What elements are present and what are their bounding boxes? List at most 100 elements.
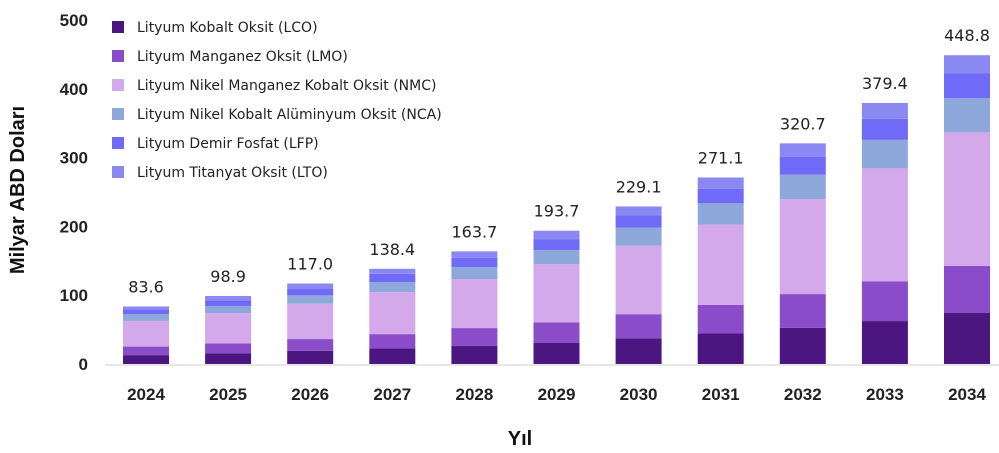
bar-segment [451, 267, 498, 280]
bar-segment [944, 312, 990, 364]
bar-segment [287, 288, 334, 296]
bar-segment [533, 250, 580, 265]
y-tick-label: 400 [60, 80, 88, 99]
legend-swatch [112, 21, 124, 33]
bar-segment [369, 282, 416, 293]
x-tick-label: 2026 [291, 385, 329, 404]
total-label: 83.6 [128, 277, 164, 296]
bar-segment [451, 346, 498, 364]
bar-segment [369, 292, 416, 335]
legend-label: Lityum Kobalt Oksit (LCO) [137, 20, 318, 36]
bar-segment [779, 327, 826, 364]
bar-segment [451, 328, 498, 347]
bar-segment [615, 227, 662, 246]
bar-segment [205, 300, 252, 307]
bar-segment [779, 199, 826, 295]
x-tick-label: 2030 [620, 385, 658, 404]
bar-segment [205, 295, 252, 301]
bar-segment [779, 294, 826, 328]
bar-segment [697, 333, 744, 364]
bar-segment [451, 257, 498, 268]
x-tick-label: 2024 [127, 385, 165, 404]
bar-segment [697, 304, 744, 334]
total-label: 271.1 [698, 148, 744, 167]
bar-segment [615, 314, 662, 339]
total-label: 193.7 [534, 202, 580, 221]
bar-segment [697, 188, 744, 204]
bar-segment [205, 343, 252, 354]
x-tick-label: 2034 [948, 385, 986, 404]
bar-segment [533, 342, 580, 364]
bar-segment [533, 322, 580, 343]
bar-segment [615, 338, 662, 364]
x-tick-label: 2028 [455, 385, 493, 404]
bar-segment [779, 143, 826, 157]
legend-swatch [112, 50, 124, 62]
bar-segment [123, 355, 169, 364]
total-label: 163.7 [451, 222, 497, 241]
legend-swatch [112, 166, 124, 178]
bar-segment [287, 350, 334, 364]
bar-segment [369, 273, 416, 283]
y-tick-label: 200 [60, 217, 88, 236]
bar-segment [369, 334, 416, 349]
x-tick-label: 2027 [373, 385, 411, 404]
x-tick-label: 2033 [866, 385, 904, 404]
x-tick-label: 2031 [702, 385, 740, 404]
bar-segment [615, 245, 662, 315]
bar-segment [123, 346, 169, 356]
legend-label: Lityum Manganez Oksit (LMO) [137, 49, 348, 65]
bar-segment [123, 309, 169, 315]
bar-segment [287, 339, 334, 351]
x-axis-title: Yıl [508, 428, 532, 450]
bar-segment [944, 55, 990, 74]
bar-segment [779, 174, 826, 200]
bar-segment [861, 139, 908, 169]
bar-segment [369, 348, 416, 364]
x-tick-label: 2025 [209, 385, 247, 404]
bar-segment [944, 98, 990, 133]
bar-segment [205, 353, 252, 364]
bar-segment [123, 314, 169, 321]
legend-swatch [112, 137, 124, 149]
bar-segment [369, 268, 416, 274]
bar-segment [123, 320, 169, 347]
total-label: 138.4 [369, 240, 415, 259]
total-label: 379.4 [862, 74, 908, 93]
bar-segment [123, 306, 169, 310]
legend-label: Lityum Nikel Manganez Kobalt Oksit (NMC) [137, 78, 436, 94]
legend-label: Lityum Titanyat Oksit (LTO) [137, 165, 328, 181]
y-tick-label: 300 [60, 149, 88, 168]
bar-segment [861, 102, 908, 119]
y-tick-label: 100 [60, 286, 88, 305]
x-tick-label: 2032 [784, 385, 822, 404]
y-axis-title: Milyar ABD Doları [7, 106, 29, 274]
bar-segment [533, 230, 580, 240]
y-tick-label: 500 [60, 11, 88, 30]
bar-segment [451, 279, 498, 329]
total-label: 320.7 [780, 114, 826, 133]
bar-segment [944, 73, 990, 99]
x-tick-label: 2029 [538, 385, 576, 404]
total-label: 98.9 [210, 267, 246, 286]
bar-segment [697, 177, 744, 189]
bar-segment [615, 215, 662, 228]
bar-segment [861, 118, 908, 140]
bar-segment [451, 251, 498, 258]
bar-segment [697, 203, 744, 225]
total-label: 117.0 [287, 255, 333, 274]
legend-swatch [112, 79, 124, 91]
bar-segment [205, 306, 252, 314]
legend-swatch [112, 108, 124, 120]
bar-segment [779, 156, 826, 175]
legend-label: Lityum Demir Fosfat (LFP) [137, 136, 319, 152]
bar-segment [615, 206, 662, 216]
bar-segment [944, 132, 990, 266]
total-label: 448.8 [944, 26, 990, 45]
bar-segment [287, 283, 334, 289]
total-label: 229.1 [616, 177, 662, 196]
bar-segment [533, 239, 580, 251]
bar-segment [861, 168, 908, 282]
bar-segment [533, 264, 580, 323]
